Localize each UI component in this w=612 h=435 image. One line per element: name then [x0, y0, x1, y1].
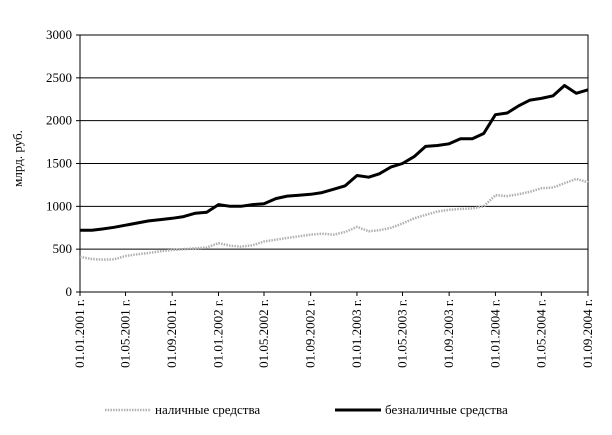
- y-tick-label: 2500: [46, 70, 72, 85]
- y-tick-label: 3000: [46, 27, 72, 42]
- series-line-2: [80, 84, 589, 232]
- y-axis: 0 500 1000 1500 2000 2500 3000: [46, 27, 80, 299]
- y-tick-label: 2000: [46, 113, 72, 128]
- x-tick-label: 01.09.2002 г.: [303, 299, 318, 368]
- x-tick-label: 01.05.2001 г.: [118, 299, 133, 368]
- x-tick-label: 01.05.2002 г.: [256, 299, 271, 368]
- legend-label-1: наличные средства: [155, 402, 260, 417]
- grid: [79, 34, 589, 293]
- x-tick-label: 01.01.2002 г.: [210, 299, 225, 368]
- legend: наличные средства безналичные средства: [105, 402, 508, 417]
- x-tick-label: 01.09.2001 г.: [164, 299, 179, 368]
- x-tick-label: 01.01.2003 г.: [349, 299, 364, 368]
- x-tick-label: 01.05.2004 г.: [533, 299, 548, 368]
- x-tick-label: 01.09.2004 г.: [580, 299, 595, 368]
- legend-label-2: безналичные средства: [385, 402, 508, 417]
- y-tick-label: 0: [66, 284, 73, 299]
- series-layer: [79, 84, 589, 261]
- x-tick-label: 01.01.2001 г.: [72, 299, 87, 368]
- y-tick-label: 1500: [46, 156, 72, 171]
- x-tick-label: 01.05.2003 г.: [394, 299, 409, 368]
- x-axis: 01.01.2001 г. 01.05.2001 г. 01.09.2001 г. 0…: [72, 292, 595, 368]
- x-tick-label: 01.01.2004 г.: [487, 299, 502, 368]
- y-tick-label: 1000: [46, 198, 72, 213]
- x-tick-label: 01.09.2003 г.: [441, 299, 456, 368]
- y-tick-label: 500: [53, 241, 73, 256]
- series-line-1: [79, 177, 589, 261]
- y-axis-label: млрд. руб.: [10, 130, 25, 187]
